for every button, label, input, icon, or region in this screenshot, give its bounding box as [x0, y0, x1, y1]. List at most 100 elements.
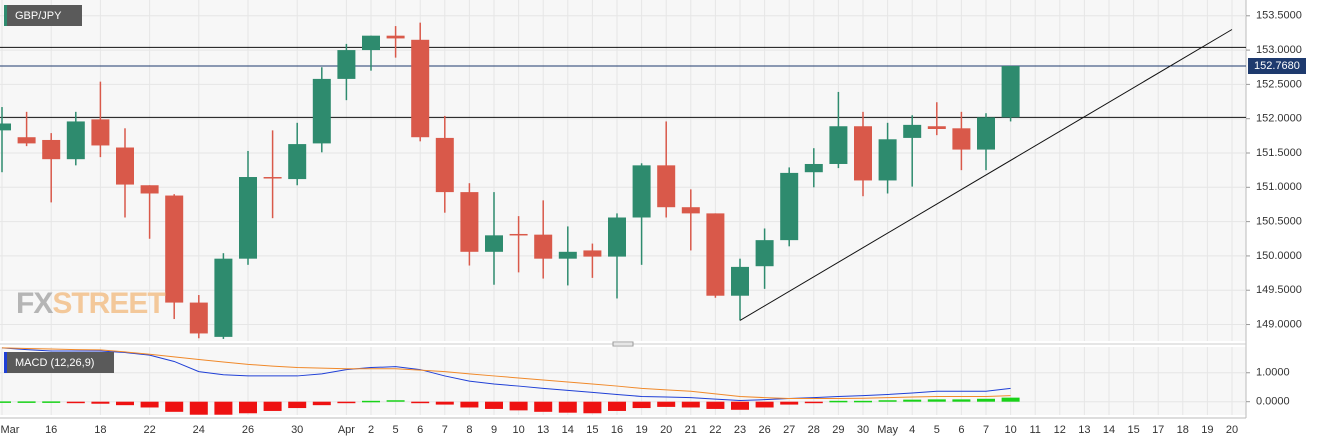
histogram-bar	[509, 401, 528, 411]
x-tick-label: 10	[512, 424, 524, 436]
histogram-bar	[1001, 397, 1020, 402]
y-tick-label: 152.5000	[1256, 78, 1302, 90]
candle-body	[386, 35, 405, 39]
histogram-bar	[435, 401, 454, 405]
histogram-bar	[116, 401, 134, 406]
y-tick-label: 149.0000	[1256, 318, 1302, 330]
candle-body	[66, 121, 85, 160]
histogram-bar	[91, 401, 110, 404]
candle-body	[903, 124, 922, 138]
histogram-bar	[66, 401, 85, 404]
candle-body	[681, 207, 700, 214]
x-tick-label: 26	[242, 424, 254, 436]
candle-body	[558, 251, 577, 259]
x-tick-label: 18	[1177, 424, 1189, 436]
x-tick-label: 8	[466, 424, 472, 436]
histogram-bar	[386, 400, 405, 402]
candle-body	[1001, 66, 1020, 118]
candle-body	[854, 126, 872, 181]
x-tick-label: 26	[758, 424, 770, 436]
x-tick-label: 7	[442, 424, 448, 436]
x-tick-label: 9	[491, 424, 497, 436]
x-tick-label: 11	[1029, 424, 1040, 436]
x-tick-label: 10	[1004, 424, 1016, 436]
x-tick-label: 5	[393, 424, 399, 436]
candle-body	[263, 177, 282, 179]
divider-handle	[612, 341, 634, 347]
histogram-bar	[288, 401, 307, 409]
histogram-bar	[583, 401, 602, 414]
histogram-bar	[731, 401, 749, 410]
y-tick-label: 149.5000	[1256, 284, 1302, 296]
histogram-bar	[903, 399, 922, 402]
y-tick-label: 1.0000	[1256, 367, 1290, 379]
x-tick-label: 23	[734, 424, 746, 436]
x-tick-label: 29	[832, 424, 844, 436]
histogram-bar	[140, 401, 159, 408]
candle-body	[460, 192, 479, 252]
price-panel	[0, 0, 1246, 341]
histogram-bar	[214, 401, 233, 415]
x-tick-label: 17	[1152, 424, 1164, 436]
x-tick-label: 6	[417, 424, 423, 436]
histogram-bar	[534, 401, 553, 412]
x-tick-label: 28	[808, 424, 820, 436]
macd-line	[1, 347, 1011, 402]
y-tick-label: 153.0000	[1256, 44, 1302, 56]
candle-body	[952, 128, 971, 150]
candle-body	[91, 119, 110, 146]
histogram-bar	[263, 401, 282, 411]
candle-body	[239, 177, 257, 259]
x-tick-label: 2	[368, 424, 374, 436]
histogram-bar	[780, 401, 799, 405]
histogram-bar	[189, 401, 208, 415]
x-tick-label: Apr	[338, 424, 355, 436]
candle-body	[42, 139, 61, 160]
histogram-bar	[239, 401, 257, 414]
x-tick-label: 12	[1054, 424, 1066, 436]
x-tick-label: 30	[857, 424, 869, 436]
histogram-bar	[558, 401, 577, 413]
last-price-label: 152.7680	[1254, 60, 1300, 72]
x-tick-label: 16	[611, 424, 623, 436]
y-tick-label: 152.0000	[1256, 113, 1302, 125]
candle-body	[140, 185, 159, 194]
histogram-bar	[485, 401, 503, 409]
title-box	[4, 5, 82, 26]
histogram-bar	[804, 401, 823, 404]
histogram-bar	[657, 401, 676, 407]
candle-body	[312, 78, 331, 144]
histogram-bar	[632, 401, 651, 409]
candle-body	[780, 172, 799, 241]
histogram-bar	[706, 401, 725, 409]
candle-body	[0, 123, 11, 131]
x-tick-label: 4	[909, 424, 915, 436]
histogram-bar	[977, 398, 995, 402]
macd-title-box	[4, 352, 114, 373]
macd-line	[1, 347, 1011, 400]
candle-body	[116, 147, 134, 185]
histogram-bar	[829, 400, 848, 403]
x-tick-label: 13	[1078, 424, 1090, 436]
candle-body	[608, 217, 626, 257]
x-tick-label: 24	[193, 424, 205, 436]
x-tick-label: 15	[1127, 424, 1139, 436]
x-tick-label: 6	[958, 424, 964, 436]
macd-title-marker	[4, 352, 7, 373]
y-tick-label: 151.5000	[1256, 147, 1302, 159]
histogram-bar	[755, 401, 774, 408]
x-tick-label: 20	[1226, 424, 1238, 436]
x-tick-label: 7	[983, 424, 989, 436]
histogram-bar	[681, 401, 700, 408]
candle-body	[706, 213, 725, 296]
candle-body	[632, 165, 651, 218]
x-tick-label: 30	[291, 424, 303, 436]
candle-body	[165, 195, 184, 303]
x-tick-label: 14	[1103, 424, 1115, 436]
histogram-bar	[42, 401, 61, 403]
candle-body	[755, 240, 774, 267]
candle-body	[435, 137, 454, 193]
candle-body	[214, 258, 233, 337]
x-tick-label: 13	[537, 424, 549, 436]
